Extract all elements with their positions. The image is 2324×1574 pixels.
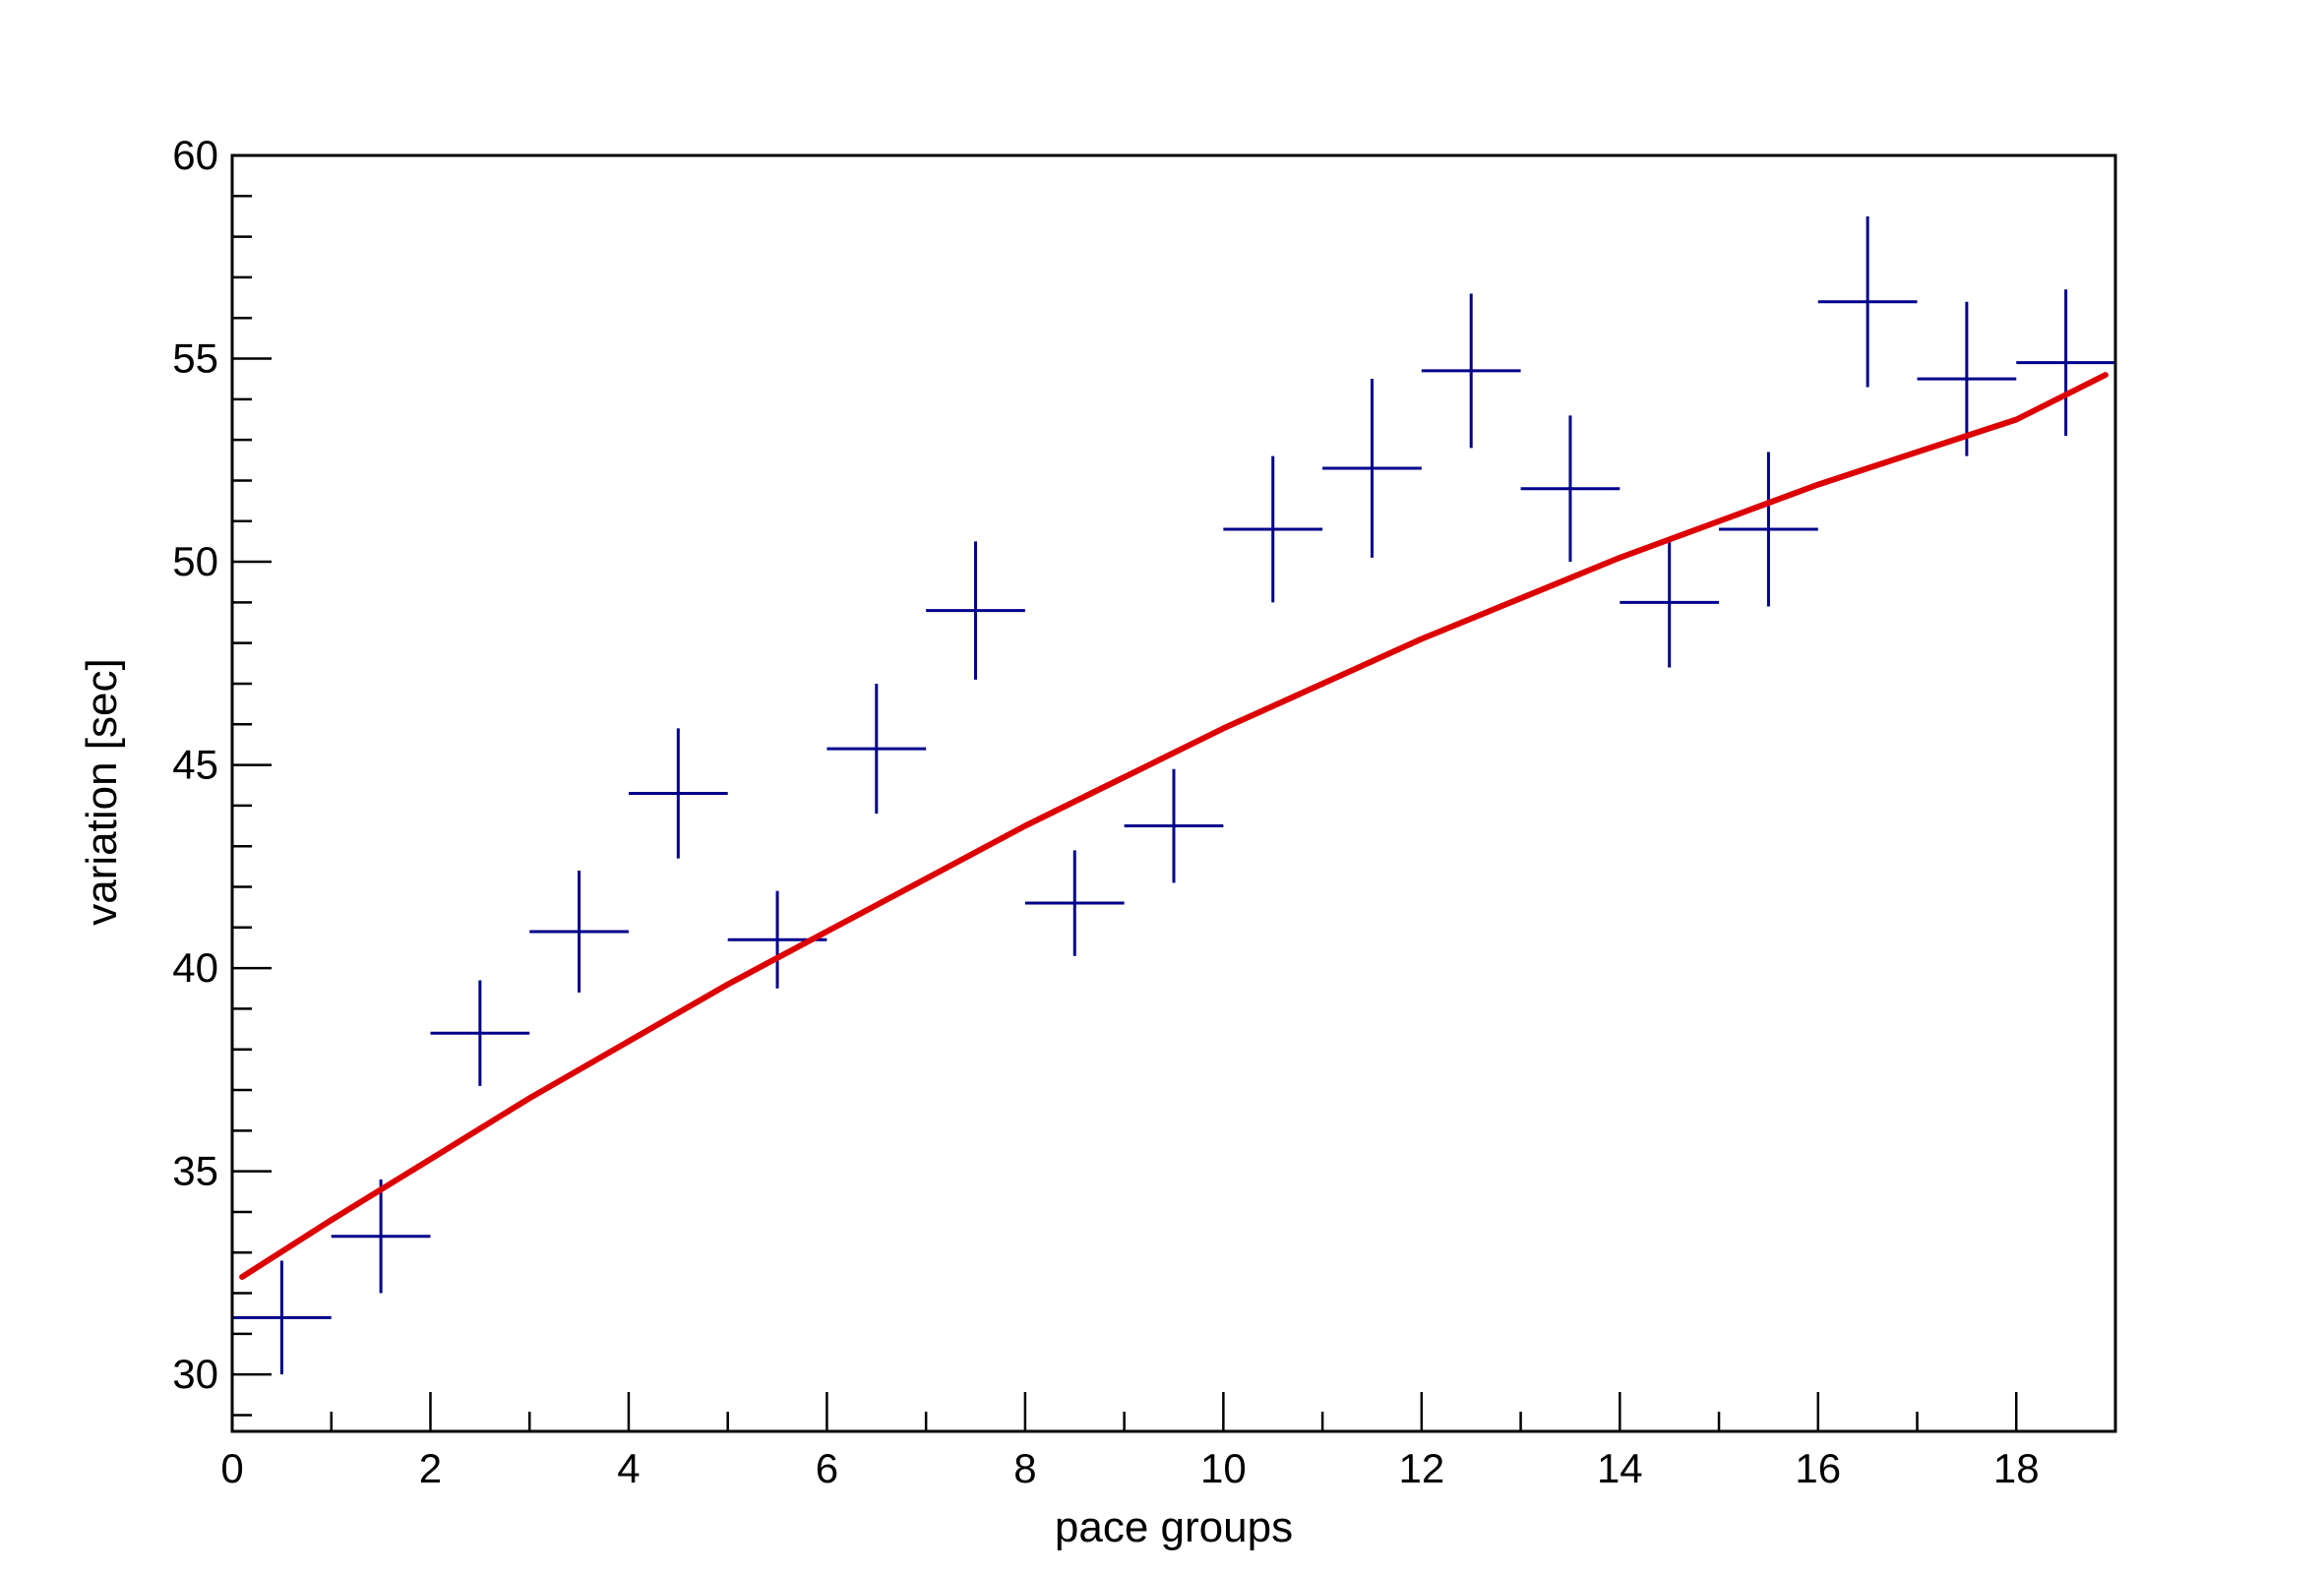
data-point <box>1421 293 1521 449</box>
data-point <box>1322 379 1422 558</box>
y-tick-label: 40 <box>172 944 218 991</box>
x-tick-label: 10 <box>1200 1445 1247 1491</box>
data-point <box>2016 289 2115 437</box>
y-tick-label: 35 <box>172 1148 218 1194</box>
x-tick-label: 4 <box>617 1445 640 1491</box>
data-point <box>1124 768 1224 883</box>
data-point <box>1719 452 1818 607</box>
x-tick-label: 8 <box>1013 1445 1036 1491</box>
y-tick-label: 60 <box>172 132 218 178</box>
y-tick-label: 30 <box>172 1351 218 1397</box>
x-axis-title: pace groups <box>1055 1503 1293 1551</box>
y-tick-label: 50 <box>172 538 218 584</box>
plot-area <box>232 215 2115 1375</box>
data-point <box>826 683 927 815</box>
data-point <box>331 1179 431 1294</box>
data-point <box>1620 537 1720 668</box>
data-point <box>1223 455 1323 603</box>
x-tick-label: 6 <box>816 1445 838 1491</box>
x-tick-label: 14 <box>1597 1445 1643 1491</box>
x-tick-label: 18 <box>1993 1445 2040 1491</box>
x-tick-label: 2 <box>419 1445 442 1491</box>
x-tick-label: 12 <box>1398 1445 1444 1491</box>
data-point <box>1520 415 1621 563</box>
data-point <box>529 870 629 993</box>
data-point <box>926 541 1025 680</box>
data-point <box>1817 215 1918 388</box>
data-point <box>1024 850 1125 956</box>
data-point <box>628 728 728 859</box>
x-tick-label: 0 <box>220 1445 243 1491</box>
y-tick-label: 55 <box>172 335 218 382</box>
plot-frame <box>230 153 2117 1433</box>
data-point <box>232 1260 332 1375</box>
axes: 0 2 4 6 8 10 12 14 16 18 30 35 40 45 50 55 60 <box>172 132 2117 1491</box>
fit-curve <box>239 372 2109 1280</box>
y-axis-title: variation [sec] <box>78 658 126 925</box>
x-tick-label: 16 <box>1795 1445 1841 1491</box>
data-point <box>430 980 530 1086</box>
y-tick-label: 45 <box>172 742 218 788</box>
data-point <box>1917 301 2017 456</box>
